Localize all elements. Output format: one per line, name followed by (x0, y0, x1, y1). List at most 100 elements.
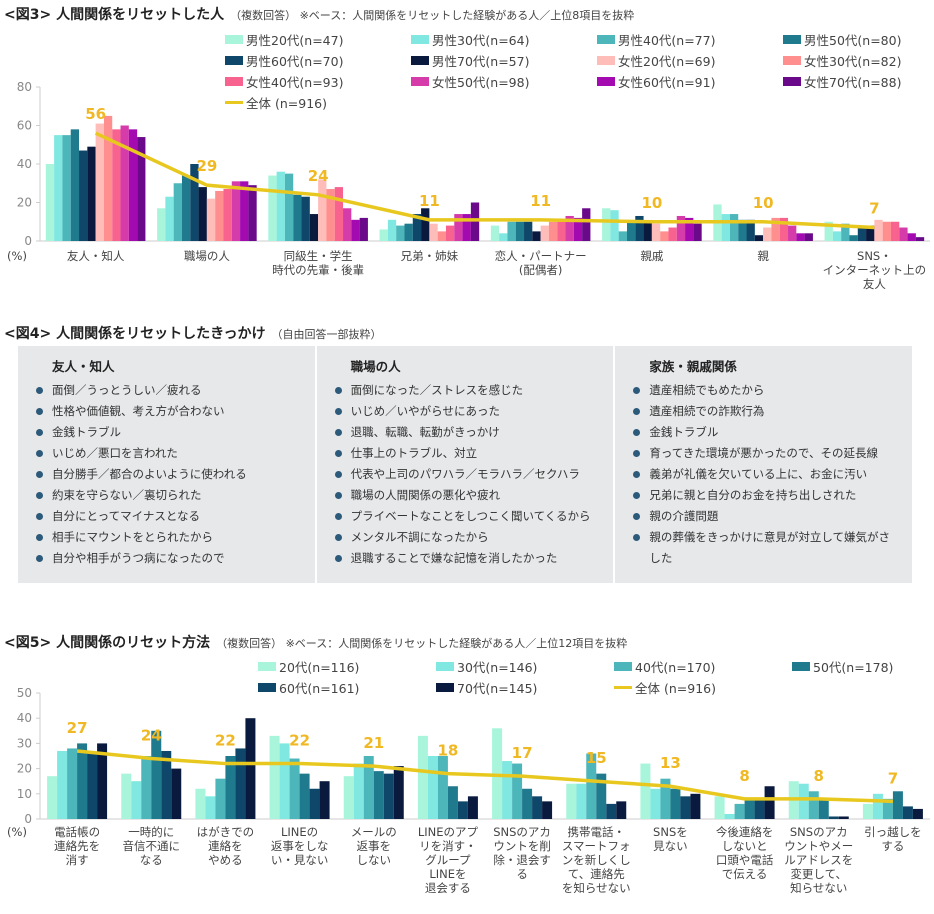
legend-label: 男性70代(n=57) (432, 54, 530, 69)
total-data-label: 7 (888, 769, 898, 787)
legend-swatch (411, 77, 429, 86)
reason-item: 約束を守らない／裏切られた (32, 485, 301, 506)
legend-label: 30代(n=146) (457, 660, 538, 675)
bar (650, 788, 661, 819)
y-tick-label: 50 (17, 686, 32, 700)
bar (112, 129, 121, 241)
reason-item: 職場の人間関係の悪化や疲れ (331, 485, 600, 506)
x-tick-label: 今後連絡を しないと 口頭や電話 で伝える (715, 825, 774, 881)
reason-column-heading: 友人・知人 (52, 359, 115, 374)
bar (467, 796, 478, 819)
bar (447, 786, 458, 819)
total-data-label: 11 (530, 192, 551, 210)
reason-list: 面倒／うっとうしい／疲れる 性格や価値観、考え方が合わない 金銭トラブル いじめ／悪口… (32, 380, 301, 569)
legend-item: 男性30代(n=64) (411, 30, 589, 49)
legend-item: 女性50代(n=98) (411, 72, 589, 91)
legend-swatch (783, 77, 801, 86)
total-data-label: 56 (85, 105, 106, 123)
legend-swatch (411, 56, 429, 65)
legend-line-swatch (614, 686, 632, 689)
bar (714, 796, 725, 819)
legend-swatch (225, 56, 243, 65)
x-tick-label: 友人・知人 (66, 249, 125, 263)
fig3-legend: 男性20代(n=47) 男性30代(n=64) 男性40代(n=77) 男性50代(n… (225, 30, 934, 112)
bar (824, 221, 833, 241)
y-tick-label: 0 (24, 234, 32, 248)
bullet-icon (633, 534, 641, 541)
total-data-label: 29 (196, 157, 217, 175)
total-data-label: 24 (141, 727, 162, 745)
legend-label: 女性30代(n=82) (804, 54, 902, 69)
legend-label: 男性20代(n=47) (246, 33, 344, 48)
reason-item: 親の葬儀をきっかけに意見が対立して嫌気がさした (629, 527, 898, 569)
reason-item: 自分勝手／都合のよいように使われる (32, 464, 301, 485)
bar (195, 788, 206, 819)
bar (586, 753, 597, 819)
fig3-subtitle: （複数回答） ※ベース：人間関係をリセットした経験がある人／上位8項目を抜粋 (230, 9, 635, 22)
x-tick-label: 引っ越しを する (864, 825, 922, 853)
bar (165, 196, 174, 241)
x-tick-label: SNSのアカ ウントやメー ルアドレスを 変更して、 知らせない (784, 825, 854, 895)
bar (670, 788, 681, 819)
bar (507, 221, 516, 241)
y-tick-label: 60 (17, 119, 32, 133)
bar (610, 210, 619, 241)
x-tick-label: SNS・ インターネット上の 友人 (822, 249, 927, 291)
bar (161, 750, 172, 819)
y-tick-label: 30 (17, 736, 32, 750)
total-data-label: 10 (641, 194, 662, 212)
bar (151, 730, 162, 819)
bar (62, 135, 71, 241)
bar (383, 773, 394, 819)
bar (724, 813, 735, 819)
bullet-icon (334, 387, 342, 394)
bar (566, 783, 577, 819)
bullet-icon (334, 408, 342, 415)
reason-item: 面倒になった／ストレスを感じた (331, 380, 600, 401)
bar (309, 788, 320, 819)
x-tick-label: 職場の人 (183, 249, 230, 263)
bar (173, 183, 182, 241)
reason-item: 親の介護問題 (629, 506, 898, 527)
x-tick-label: LINEの 返事をしな い・見ない (270, 825, 329, 867)
legend-swatch (783, 35, 801, 44)
bar (660, 231, 669, 241)
bar (818, 798, 829, 819)
x-tick-label: 恋人・パートナー (配偶者) (494, 249, 587, 277)
bar (532, 231, 541, 241)
x-tick-label: はがきでの 連絡を やめる (196, 825, 255, 867)
legend-item-total: 全体 (n=916) (225, 93, 403, 112)
bar (882, 221, 891, 241)
bar (95, 123, 104, 241)
bar (616, 801, 627, 819)
bar (643, 221, 652, 241)
bar (882, 798, 893, 819)
bar (849, 235, 858, 241)
bar (417, 735, 428, 819)
bullet-icon (36, 471, 43, 478)
bar (131, 781, 142, 819)
bar (343, 208, 352, 241)
legend-item: 30代(n=146) (436, 657, 606, 676)
bullet-icon (633, 492, 641, 499)
reason-item: 遺産相続でもめたから (629, 380, 898, 401)
fig3-chart: 0 20 40 60 80 56 29 24 11 11 10 10 7 (17, 80, 930, 248)
total-data-label: 8 (814, 767, 824, 785)
bar (326, 189, 335, 241)
total-data-label: 27 (67, 719, 88, 737)
legend-item: 男性40代(n=77) (597, 30, 775, 49)
legend-item: 女性20代(n=69) (597, 51, 775, 70)
bar (190, 164, 199, 241)
bar (268, 175, 277, 241)
bar (215, 778, 226, 819)
legend-swatch (597, 77, 615, 86)
legend-item: 男性50代(n=80) (783, 30, 934, 49)
reason-item: 退職、転職、転勤がきっかけ (331, 422, 600, 443)
bar (470, 202, 480, 241)
reason-item: 面倒／うっとうしい／疲れる (32, 380, 301, 401)
fig5-title-text: <図5> 人間関係のリセット方法 (4, 635, 211, 651)
bar (215, 190, 224, 241)
reason-item: 育ってきた環境が悪かったので、その延長線 (629, 443, 898, 464)
legend-swatch (614, 662, 632, 671)
total-data-label: 13 (660, 754, 681, 772)
